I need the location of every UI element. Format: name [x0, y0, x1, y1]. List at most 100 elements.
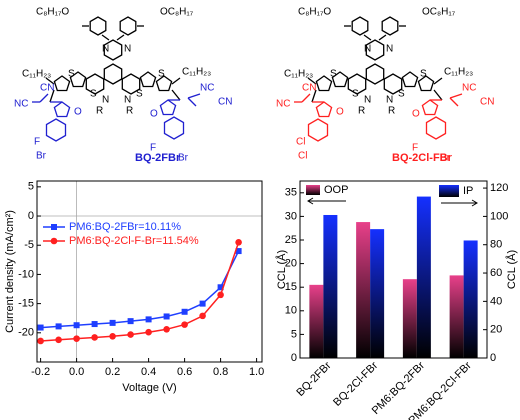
atom-label: F: [412, 143, 418, 154]
atom-label: N: [386, 44, 393, 55]
series-line: [40, 250, 240, 329]
bond: [39, 93, 49, 103]
atom-label: S: [398, 89, 405, 100]
atom-label: N: [386, 95, 393, 106]
atom-label: F: [34, 137, 40, 148]
bar: [309, 284, 324, 358]
x-tick-label: 0.2: [105, 366, 120, 378]
marker: [235, 248, 242, 255]
bar: [323, 214, 338, 358]
marker: [91, 334, 98, 341]
atom-label: CN: [218, 97, 232, 108]
y2-tick-label: 100: [490, 210, 508, 222]
atom-label: O: [412, 109, 420, 120]
marker: [145, 316, 152, 323]
legend-swatch: [439, 185, 459, 197]
y-tick-label: 35: [285, 187, 297, 199]
bar: [463, 240, 478, 358]
ring: [351, 16, 369, 36]
y-axis-label: Current density (mA/cm²): [4, 210, 16, 333]
x-tick-label: 1.0: [249, 366, 264, 378]
ring: [401, 71, 419, 88]
atom-label: O: [74, 107, 82, 118]
marker: [199, 300, 206, 307]
atom-label: C₁₁H₂₃: [284, 69, 313, 80]
atom-label: CN: [40, 83, 54, 94]
atom-label: C₁₁H₂₃: [444, 67, 473, 78]
atom-label: S: [90, 89, 97, 100]
ring: [331, 71, 349, 88]
atom-label: O: [150, 109, 158, 120]
x-tick-label: 0.0: [69, 366, 84, 378]
atom-label: N: [102, 95, 109, 106]
marker: [55, 336, 62, 344]
atom-label: Br: [440, 153, 451, 164]
y-tick-label: 15: [285, 281, 297, 293]
atom-label: CN: [302, 83, 316, 94]
ring: [139, 71, 157, 88]
y2-tick-label: 0: [490, 352, 496, 364]
molecule-name: BQ-2Cl-FBr: [392, 152, 453, 164]
ring: [121, 73, 141, 95]
atom-label: N: [364, 44, 371, 55]
y-tick-label: 10: [285, 305, 297, 317]
marker: [73, 322, 80, 329]
bond: [171, 89, 181, 101]
atom-label: N: [124, 44, 131, 55]
y-tick-label: 5: [28, 181, 34, 193]
ring: [155, 75, 173, 92]
ring: [421, 99, 439, 116]
marker: [145, 328, 152, 336]
atom-label: NC: [276, 99, 290, 110]
marker: [37, 324, 44, 331]
bond: [116, 34, 125, 41]
atom-label: NC: [200, 83, 214, 94]
atom-label: OC₈H₁₇: [160, 7, 194, 18]
bar: [402, 279, 417, 358]
ring: [119, 16, 137, 36]
atom-label: S: [330, 69, 337, 80]
bond: [433, 89, 443, 101]
atom-label: C₈H₁₇O: [36, 7, 69, 18]
ring: [365, 39, 385, 61]
y-tick-label: 25: [285, 234, 297, 246]
legend-swatch: [306, 185, 320, 195]
y2-axis-label: CCL (Å): [505, 250, 518, 289]
y-tick-label: 5: [291, 328, 297, 340]
atom-label: S: [158, 69, 165, 80]
x-axis-label: Voltage (V): [122, 382, 176, 394]
bond: [187, 93, 201, 99]
bond: [449, 97, 459, 107]
ring: [347, 73, 367, 95]
marker: [127, 331, 134, 338]
marker: [235, 239, 242, 246]
legend-label: OOP: [324, 184, 348, 196]
y2-tick-label: 20: [490, 324, 502, 336]
bond: [307, 77, 317, 85]
atom-label: Br: [178, 153, 189, 164]
ring: [307, 118, 329, 142]
y-tick-label: -15: [18, 298, 34, 310]
x-tick-label: BQ-2FBr: [294, 359, 333, 398]
bond: [45, 77, 55, 85]
bar: [416, 196, 431, 358]
bond: [301, 93, 311, 103]
atom-label: N: [102, 44, 109, 55]
ring: [89, 16, 107, 36]
y-tick-label: -5: [24, 239, 34, 251]
y-tick-label: 0: [291, 352, 297, 364]
y-tick-label: 20: [285, 258, 297, 270]
marker: [163, 313, 170, 320]
atom-label: C₁₁H₂₃: [182, 67, 211, 78]
marker: [73, 335, 80, 342]
x-tick-label: 0.6: [177, 366, 192, 378]
atom-label: R: [358, 106, 365, 117]
ring: [69, 71, 87, 88]
legend-label: PM6:BQ-2FBr=10.11%: [69, 221, 181, 233]
ring: [315, 75, 333, 92]
ring: [53, 75, 71, 92]
x-tick-label: 0.4: [141, 366, 156, 378]
marker: [199, 312, 206, 320]
